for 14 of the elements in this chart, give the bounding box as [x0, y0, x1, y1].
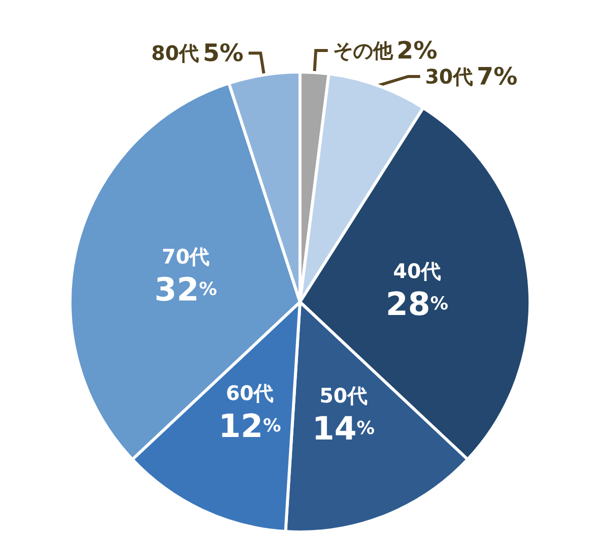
data-label: 28%: [386, 285, 448, 324]
data-label: 14%: [312, 410, 375, 448]
data-label: 12%: [218, 406, 282, 445]
data-label: 32%: [154, 270, 217, 309]
slice-label: 40代: [393, 259, 441, 284]
slice-label: 80代: [151, 41, 200, 66]
slice-label: 70代: [162, 244, 210, 269]
slice-label: 60代: [226, 380, 274, 405]
slice-label: 50代: [320, 384, 368, 408]
data-label: 2%: [396, 36, 438, 64]
slice-label: 30代: [425, 64, 473, 88]
data-label: 7%: [476, 62, 518, 90]
data-label: 5%: [202, 39, 244, 68]
slice-label: その他: [332, 38, 394, 62]
